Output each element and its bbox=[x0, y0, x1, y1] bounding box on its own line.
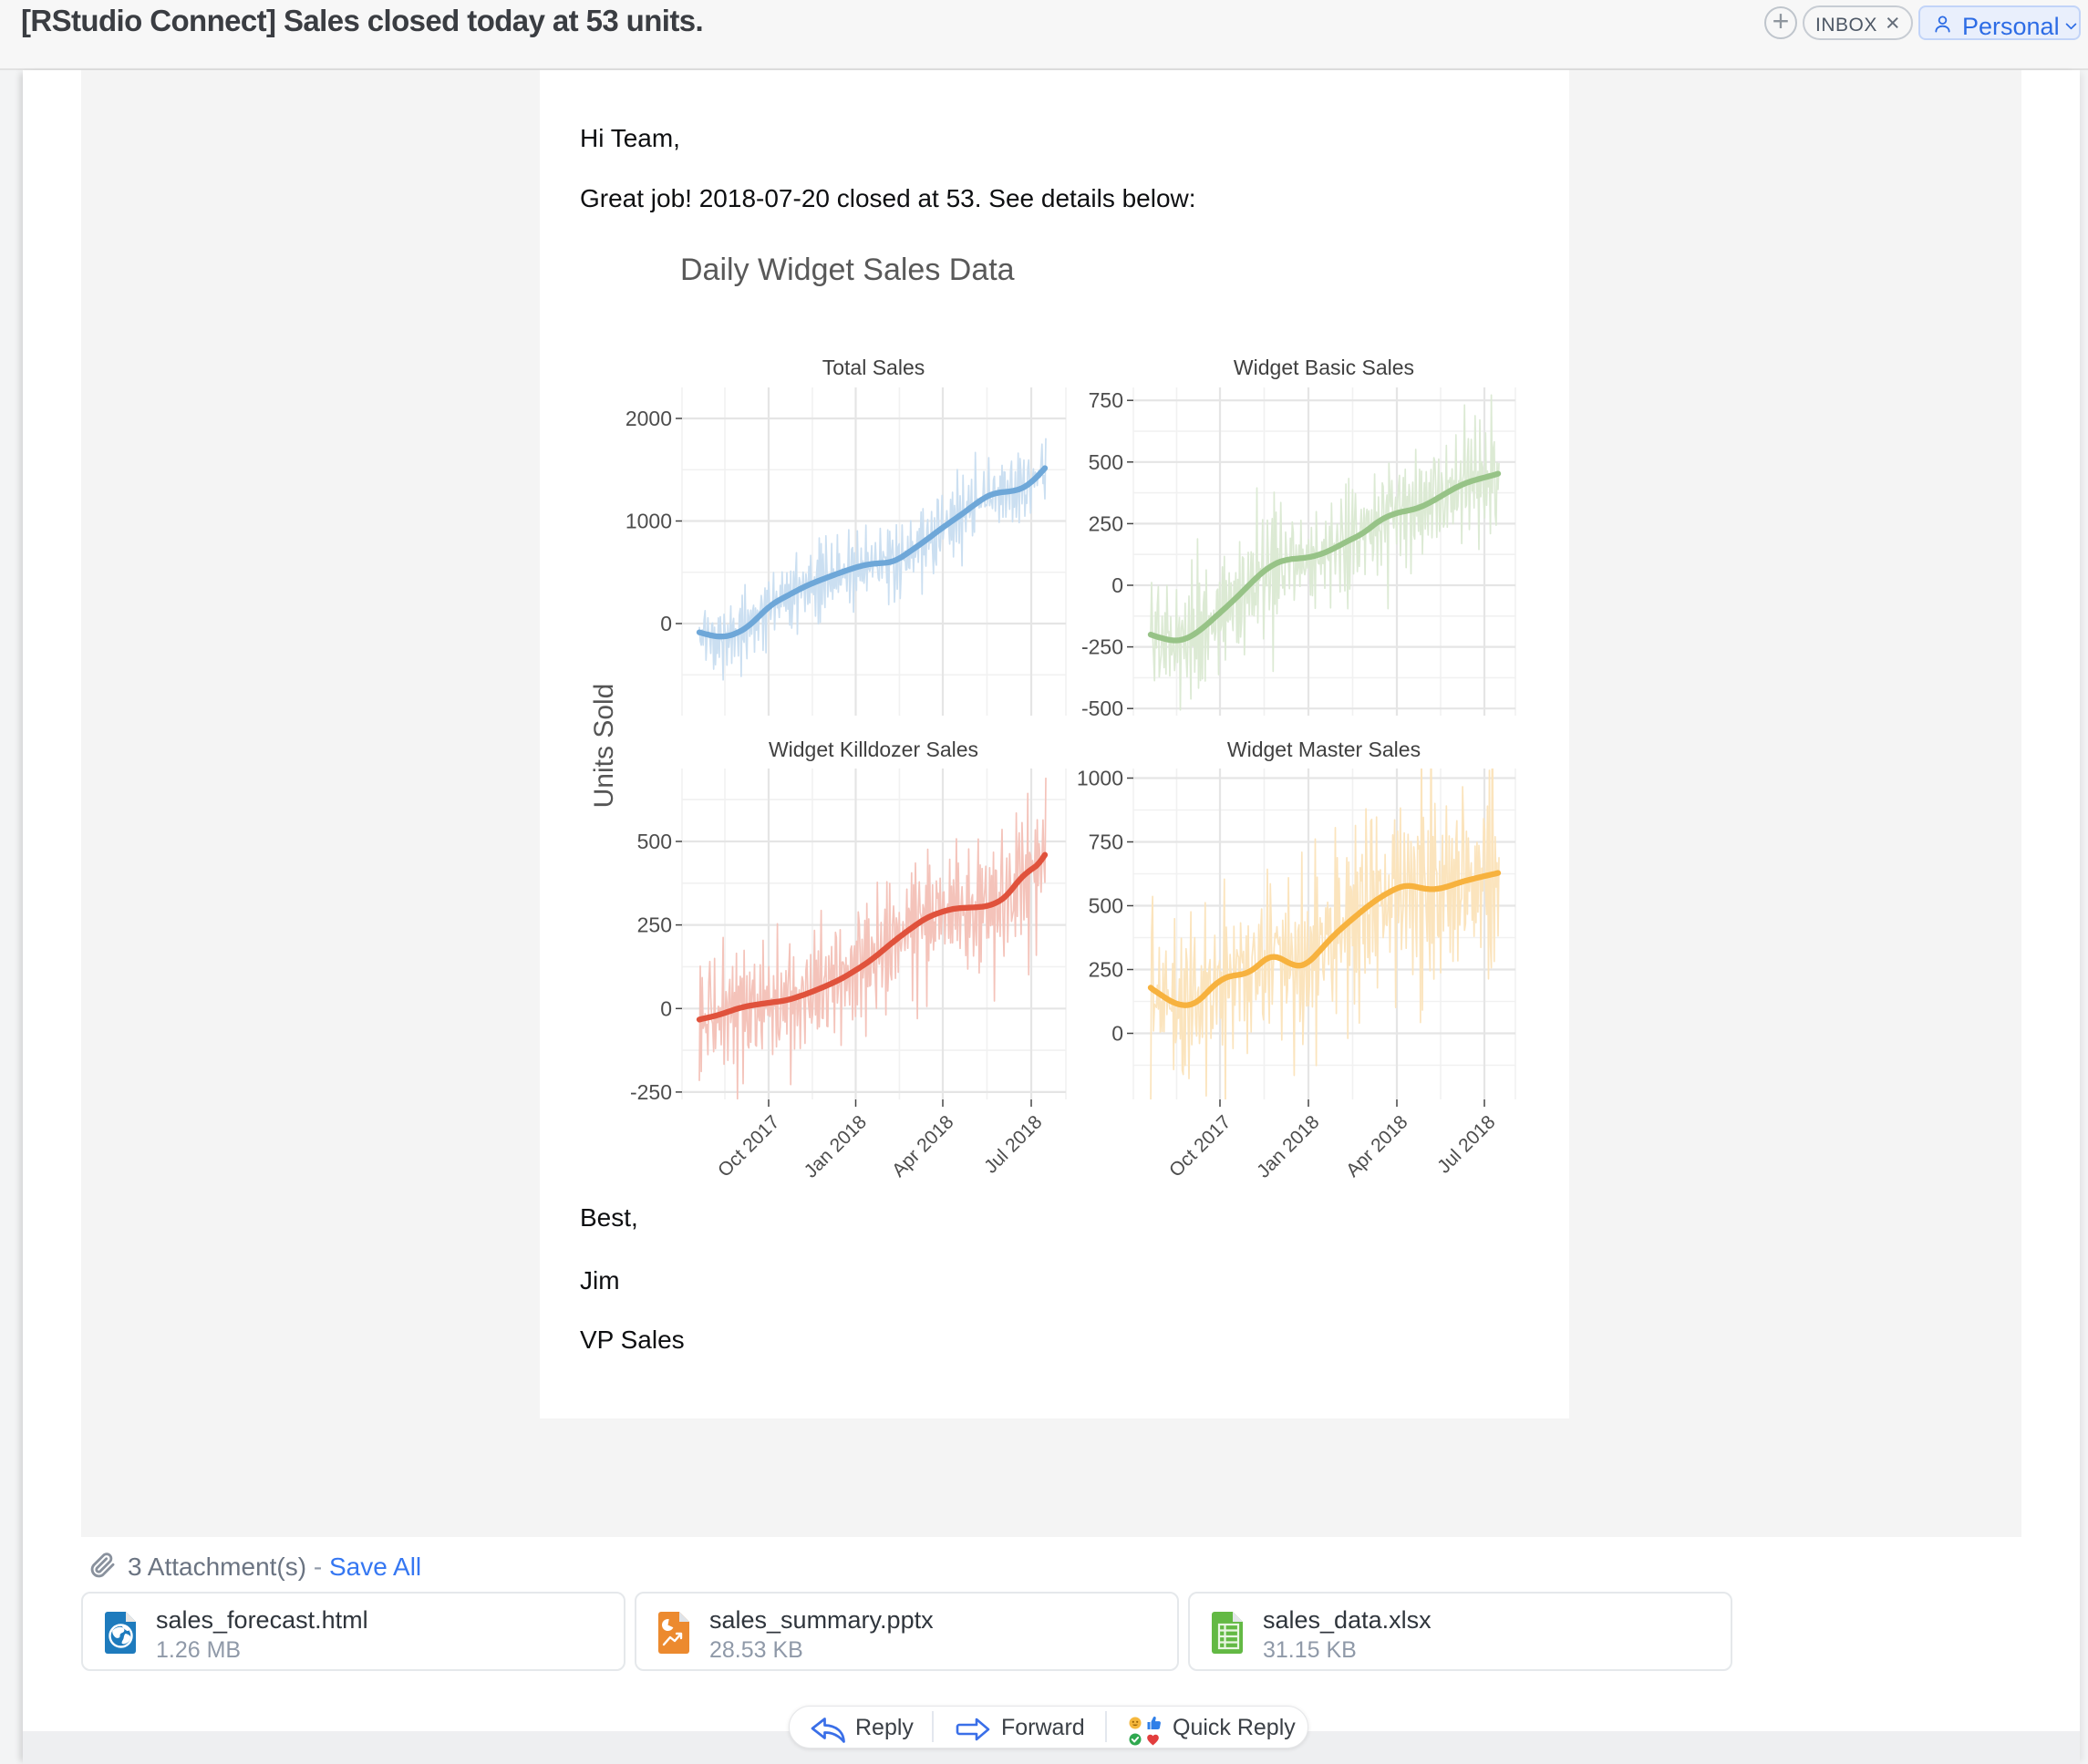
svg-text:-250: -250 bbox=[1081, 635, 1123, 659]
svg-text:Widget Basic Sales: Widget Basic Sales bbox=[1234, 356, 1414, 379]
svg-text:Apr 2018: Apr 2018 bbox=[888, 1111, 958, 1181]
svg-text:0: 0 bbox=[660, 996, 672, 1020]
svg-text:500: 500 bbox=[1089, 450, 1123, 474]
svg-text:500: 500 bbox=[637, 830, 672, 853]
svg-text:750: 750 bbox=[1089, 830, 1123, 854]
svg-text:Daily Widget Sales Data: Daily Widget Sales Data bbox=[680, 253, 1015, 287]
svg-text:Jan 2018: Jan 2018 bbox=[801, 1111, 871, 1181]
svg-text:-250: -250 bbox=[630, 1080, 672, 1104]
svg-text:500: 500 bbox=[1089, 894, 1123, 918]
svg-text:0: 0 bbox=[1111, 1022, 1123, 1046]
svg-text:0: 0 bbox=[1111, 573, 1123, 597]
svg-text:250: 250 bbox=[637, 913, 672, 937]
svg-text:Total Sales: Total Sales bbox=[822, 356, 925, 379]
svg-text:750: 750 bbox=[1089, 388, 1123, 412]
svg-text:Jul 2018: Jul 2018 bbox=[1433, 1111, 1499, 1177]
svg-text:250: 250 bbox=[1089, 958, 1123, 982]
svg-text:250: 250 bbox=[1089, 511, 1123, 535]
svg-text:Apr 2018: Apr 2018 bbox=[1342, 1111, 1412, 1181]
svg-text:2000: 2000 bbox=[625, 407, 672, 430]
svg-text:Widget Killdozer Sales: Widget Killdozer Sales bbox=[769, 738, 978, 761]
svg-text:-500: -500 bbox=[1081, 696, 1123, 720]
svg-text:Jul 2018: Jul 2018 bbox=[980, 1111, 1046, 1177]
svg-text:Widget Master Sales: Widget Master Sales bbox=[1227, 738, 1421, 761]
svg-text:0: 0 bbox=[660, 612, 672, 635]
svg-text:Oct 2017: Oct 2017 bbox=[1165, 1111, 1235, 1181]
svg-text:Oct 2017: Oct 2017 bbox=[714, 1111, 784, 1181]
svg-text:Jan 2018: Jan 2018 bbox=[1253, 1111, 1323, 1181]
svg-text:1000: 1000 bbox=[625, 510, 672, 533]
svg-text:1000: 1000 bbox=[1077, 767, 1123, 790]
svg-text:Units Sold: Units Sold bbox=[589, 684, 619, 809]
